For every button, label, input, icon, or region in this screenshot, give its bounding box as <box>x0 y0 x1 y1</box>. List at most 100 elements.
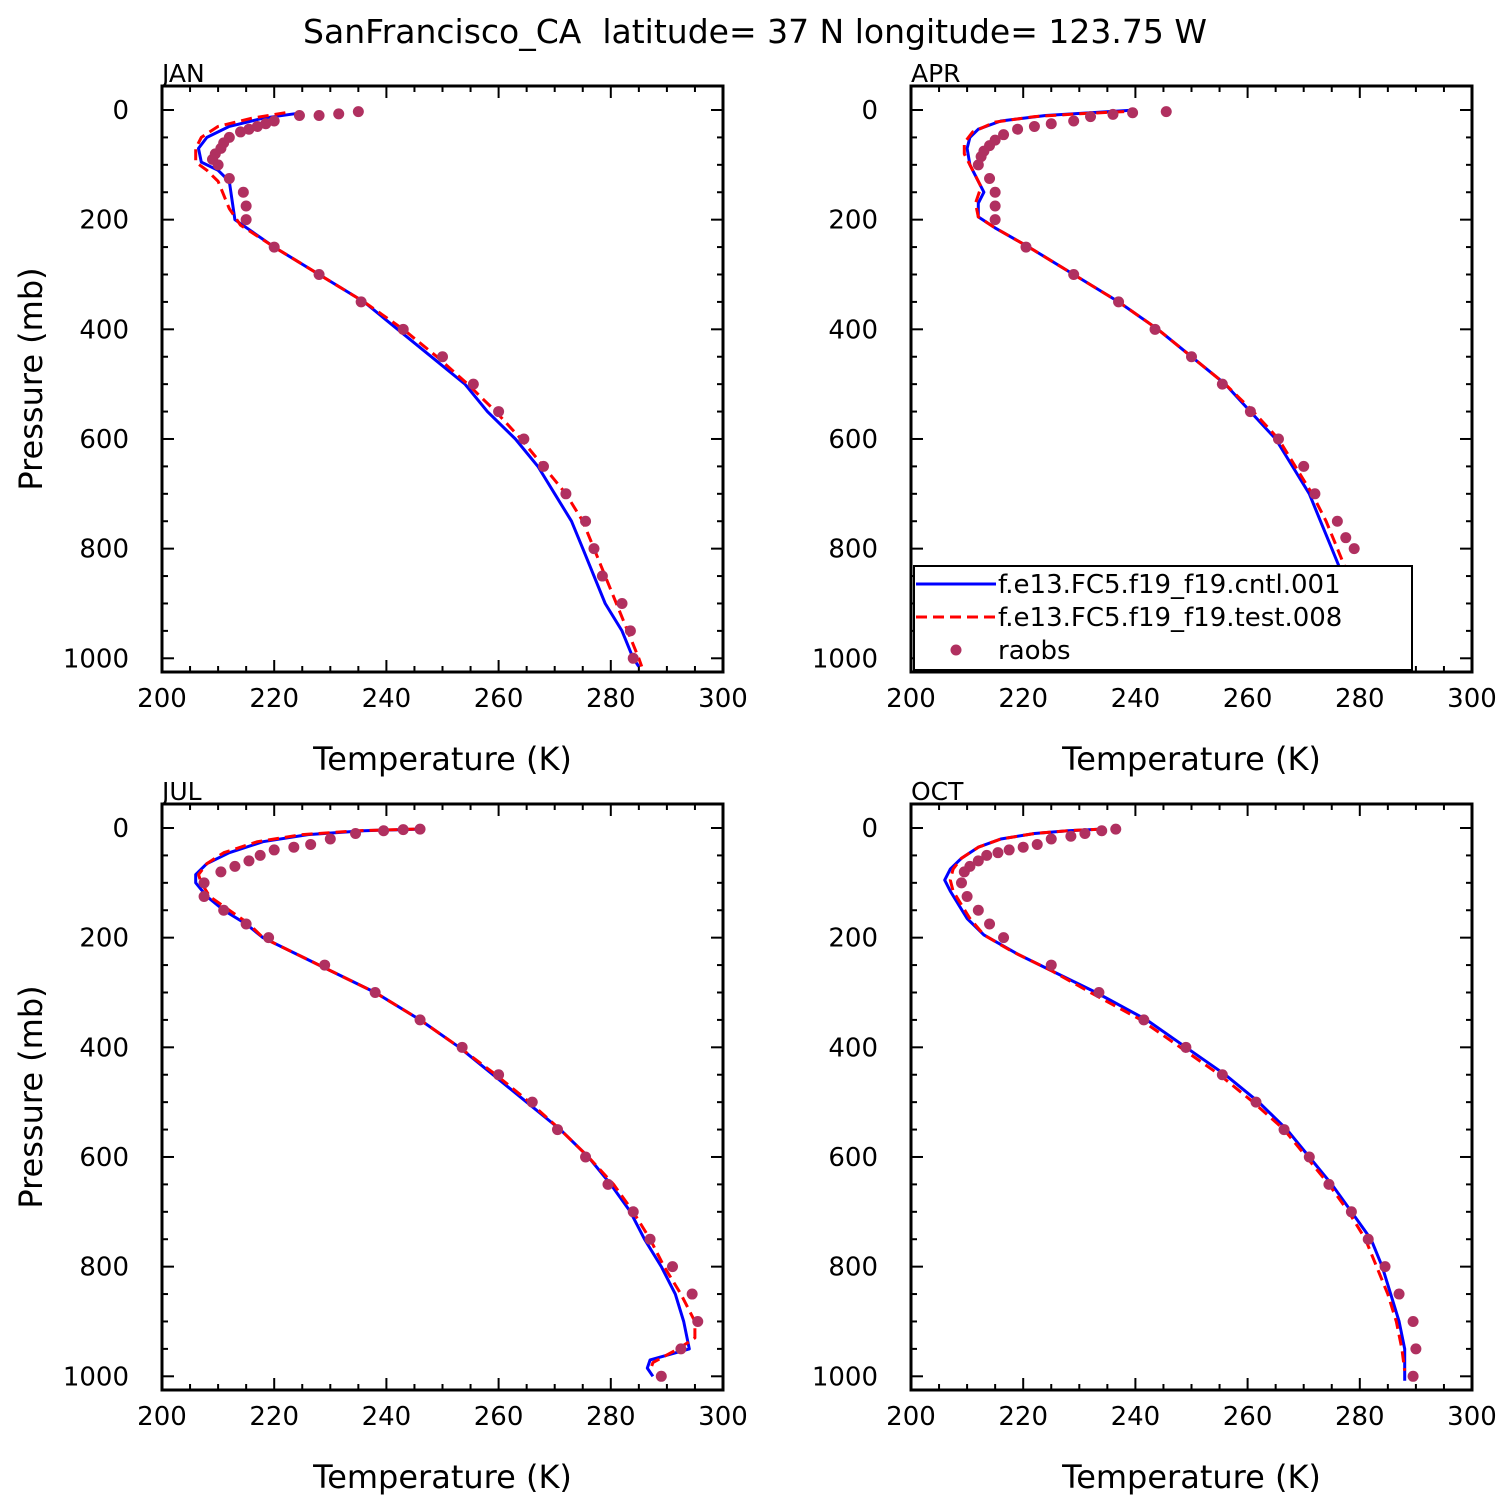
raobs-point <box>1309 488 1321 500</box>
x-tick-label: 260 <box>474 684 524 714</box>
panel-label: JAN <box>160 59 205 88</box>
raobs-point <box>560 488 572 500</box>
raobs-point <box>268 115 280 127</box>
raobs-point <box>989 200 1001 212</box>
raobs-point <box>414 1014 426 1026</box>
x-tick-label: 300 <box>1447 684 1497 714</box>
plot-frame <box>909 802 1474 1392</box>
raobs-point <box>369 986 381 998</box>
x-tick-label: 240 <box>362 1402 412 1432</box>
raobs-point <box>1250 1096 1262 1108</box>
raobs-point <box>627 652 639 664</box>
x-tick-label: 280 <box>586 684 636 714</box>
series-raobs <box>955 823 1422 1382</box>
y-tick-label: 800 <box>79 535 129 565</box>
raobs-point <box>972 904 984 916</box>
raobs-point <box>1079 827 1091 839</box>
raobs-point <box>397 824 409 836</box>
raobs-point <box>355 296 367 308</box>
x-tick-label: 220 <box>998 684 1048 714</box>
raobs-point <box>1362 1233 1374 1245</box>
series-cntl-line <box>943 827 1407 1381</box>
y-tick-label: 600 <box>828 1143 878 1173</box>
y-axis-title: Pressure (mb) <box>12 985 50 1208</box>
raobs-point <box>667 1261 679 1273</box>
raobs-point <box>397 323 409 335</box>
raobs-point <box>998 932 1010 944</box>
raobs-point <box>293 109 305 121</box>
raobs-point <box>240 918 252 930</box>
y-tick-label: 400 <box>79 1033 129 1063</box>
panels-container: JAN 200 220 240 260 280 300 0 200 400 600 800 1000 Te… <box>12 59 1497 1496</box>
raobs-point <box>1031 838 1043 850</box>
x-tick-label: 200 <box>137 684 187 714</box>
raobs-point <box>537 460 549 472</box>
y-tick-label: 400 <box>79 315 129 345</box>
raobs-point <box>260 118 272 130</box>
y-tick-label: 0 <box>861 96 878 126</box>
raobs-point <box>552 1124 564 1136</box>
raobs-point <box>212 159 224 171</box>
raobs-point <box>1085 111 1097 123</box>
panel-label: APR <box>911 59 961 88</box>
y-tick-label: 1000 <box>63 1362 129 1392</box>
raobs-point <box>1127 107 1139 119</box>
series-cntl-line <box>194 827 691 1378</box>
x-tick-label: 220 <box>249 1402 299 1432</box>
series-raobs <box>198 823 704 1382</box>
raobs-point <box>251 120 263 132</box>
raobs-point <box>437 351 448 363</box>
plot-frame <box>160 802 725 1392</box>
raobs-point <box>972 159 984 171</box>
raobs-point <box>1113 296 1125 308</box>
panel-jan: JAN 200 220 240 260 280 300 0 200 400 600 800 1000 Te… <box>12 59 748 778</box>
raobs-point <box>1107 108 1119 120</box>
raobs-point <box>624 625 636 637</box>
raobs-point <box>467 378 479 390</box>
raobs-point <box>1407 1315 1419 1327</box>
raobs-point <box>493 406 505 418</box>
series-test-line <box>194 111 644 668</box>
raobs-point <box>580 515 592 527</box>
raobs-point <box>378 825 390 837</box>
raobs-point <box>198 877 210 889</box>
raobs-point <box>240 214 252 226</box>
raobs-point <box>218 904 230 916</box>
raobs-point <box>686 1288 698 1300</box>
y-tick-label: 1000 <box>63 644 129 674</box>
raobs-point <box>1160 106 1172 118</box>
x-tick-label: 200 <box>137 1402 187 1432</box>
raobs-point <box>961 891 973 903</box>
raobs-point <box>1017 841 1029 853</box>
y-tick-label: 200 <box>828 206 878 236</box>
raobs-point <box>955 877 967 889</box>
legend-box <box>913 565 1413 671</box>
raobs-point <box>324 833 336 845</box>
x-tick-label: 200 <box>886 1402 936 1432</box>
raobs-point <box>989 186 1001 198</box>
raobs-point <box>1348 543 1360 555</box>
y-tick-label: 600 <box>79 1143 129 1173</box>
raobs-point <box>1012 123 1024 135</box>
raobs-point <box>414 823 426 835</box>
series-test-line <box>962 110 1390 665</box>
raobs-point <box>627 1206 639 1218</box>
raobs-point <box>1379 1261 1391 1273</box>
raobs-point <box>1393 1288 1405 1300</box>
raobs-point <box>1028 120 1040 132</box>
x-tick-label: 260 <box>474 1402 524 1432</box>
x-tick-label: 200 <box>886 684 936 714</box>
x-axis-title: Temperature (K) <box>312 1458 572 1496</box>
y-tick-label: 200 <box>79 924 129 954</box>
raobs-point <box>1303 1151 1315 1163</box>
series-test-line <box>948 827 1407 1371</box>
raobs-point <box>319 959 331 971</box>
x-axis-title: Temperature (K) <box>312 740 572 778</box>
raobs-point <box>588 543 600 555</box>
raobs-point <box>288 841 300 853</box>
raobs-point <box>1138 1014 1150 1026</box>
x-axis-title: Temperature (K) <box>1061 1458 1321 1496</box>
raobs-point <box>981 849 993 861</box>
x-tick-label: 300 <box>698 1402 748 1432</box>
raobs-point <box>984 173 996 185</box>
